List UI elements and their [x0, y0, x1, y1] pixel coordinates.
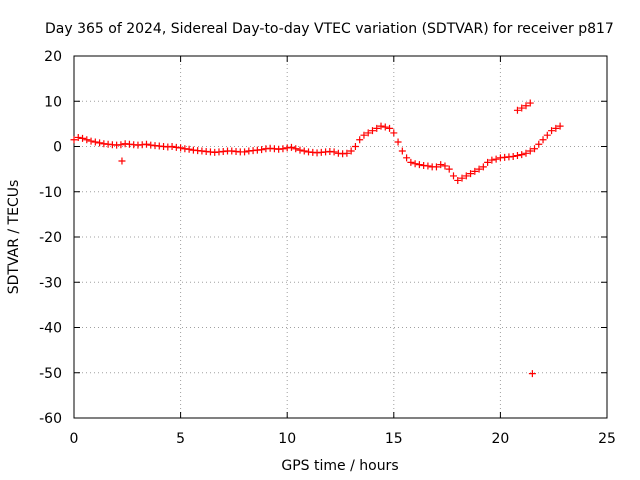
- chart-title: Day 365 of 2024, Sidereal Day-to-day VTE…: [45, 21, 614, 37]
- data-point: [479, 163, 487, 171]
- x-tick-label: 15: [385, 431, 403, 447]
- data-point: [330, 148, 338, 156]
- data-point: [351, 143, 359, 150]
- data-point: [142, 140, 150, 148]
- y-tick-label: 0: [53, 140, 62, 156]
- data-point: [488, 156, 496, 164]
- data-point: [279, 145, 287, 153]
- data-point: [74, 133, 82, 141]
- data-point: [484, 158, 492, 166]
- data-point: [513, 152, 521, 160]
- data-point: [424, 162, 432, 170]
- data-point: [292, 145, 300, 153]
- data-point: [258, 146, 266, 154]
- data-point: [462, 172, 470, 180]
- data-point: [526, 147, 534, 155]
- data-point: [522, 102, 530, 110]
- data-point: [531, 145, 539, 153]
- data-point: [407, 158, 415, 166]
- data-point: [118, 157, 126, 165]
- data-point: [70, 136, 78, 144]
- y-tick-label: -50: [39, 366, 62, 382]
- data-point: [394, 138, 402, 146]
- data-point: [403, 154, 411, 162]
- data-point: [364, 129, 372, 137]
- data-point: [185, 145, 193, 153]
- data-point: [300, 147, 308, 155]
- data-point: [117, 141, 125, 149]
- x-tick-label: 0: [70, 431, 79, 447]
- data-point: [343, 149, 351, 157]
- data-point: [513, 106, 521, 114]
- x-tick-label: 25: [598, 431, 616, 447]
- x-tick-label: 20: [491, 431, 509, 447]
- data-point: [83, 136, 91, 144]
- data-point: [548, 127, 556, 135]
- data-point: [509, 152, 517, 160]
- data-point: [168, 143, 176, 150]
- data-point: [386, 124, 394, 132]
- data-point: [528, 370, 536, 378]
- x-tick-label: 10: [278, 431, 296, 447]
- data-point: [449, 172, 457, 180]
- data-point: [241, 148, 249, 156]
- data-point: [415, 161, 423, 169]
- y-tick-label: -30: [39, 275, 62, 291]
- data-point: [411, 160, 419, 168]
- data-point: [445, 165, 453, 173]
- data-point: [390, 129, 398, 137]
- data-point: [87, 137, 95, 145]
- y-tick-label: -20: [39, 230, 62, 246]
- y-tick-label: -10: [39, 185, 62, 201]
- data-point: [556, 122, 564, 130]
- data-point: [91, 138, 99, 146]
- data-point: [518, 151, 526, 159]
- data-point: [539, 136, 547, 144]
- y-tick-label: -60: [39, 411, 62, 427]
- data-point: [454, 176, 462, 184]
- data-point: [432, 163, 440, 171]
- data-point: [360, 131, 368, 139]
- y-axis-label: SDTVAR / TECUs: [6, 180, 22, 295]
- data-point: [398, 147, 406, 155]
- y-tick-label: -40: [39, 321, 62, 337]
- data-point: [475, 165, 483, 173]
- data-point: [373, 124, 381, 132]
- data-point: [377, 122, 385, 130]
- y-tick-label: 10: [44, 94, 62, 110]
- data-point: [381, 123, 389, 131]
- data-point: [177, 144, 185, 152]
- data-point: [492, 155, 500, 163]
- data-point: [437, 161, 445, 169]
- data-point: [518, 104, 526, 112]
- x-axis-label: GPS time / hours: [281, 458, 398, 474]
- axis-ticks: 0 5 10 15 20 25 20 10 0 -10 -20 -30 -40 -50 -60: [39, 49, 616, 447]
- data-point: [552, 124, 560, 132]
- data-point: [458, 174, 466, 182]
- data-point: [522, 149, 530, 157]
- data-point: [296, 146, 304, 154]
- data-point: [79, 134, 87, 142]
- data-point: [471, 167, 479, 175]
- data-point: [441, 162, 449, 170]
- y-tick-label: 20: [44, 49, 62, 65]
- data-point: [96, 139, 104, 147]
- data-point: [543, 131, 551, 139]
- data-point: [535, 140, 543, 148]
- data-point: [287, 143, 295, 151]
- data-point: [356, 136, 364, 144]
- data-point: [368, 127, 376, 135]
- data-point: [347, 147, 355, 155]
- x-tick-label: 5: [176, 431, 185, 447]
- data-point: [467, 170, 475, 178]
- data-point: [526, 99, 534, 107]
- plot-frame: [73, 55, 608, 419]
- data-points: [70, 99, 564, 378]
- grid: [74, 56, 607, 418]
